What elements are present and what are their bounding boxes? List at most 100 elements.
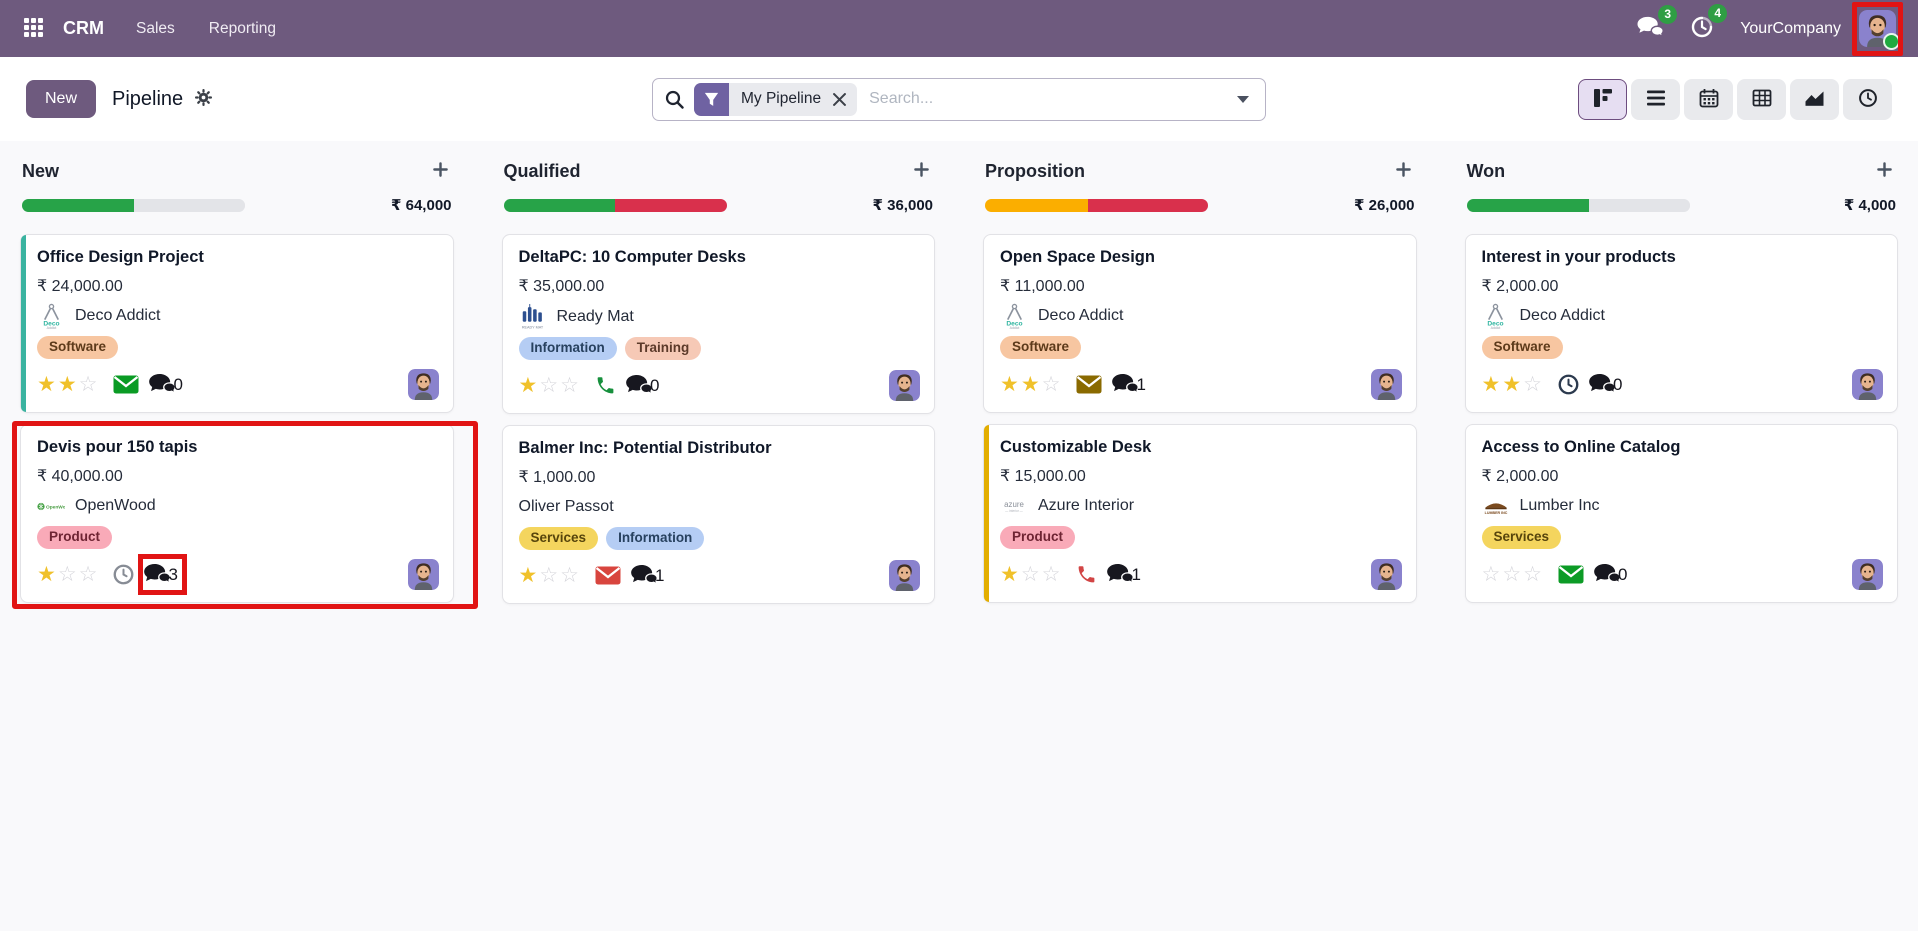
mail-activity-icon[interactable] [1558, 565, 1584, 584]
priority-star-icon[interactable]: ★ [1020, 373, 1040, 396]
menu-reporting[interactable]: Reporting [208, 19, 276, 37]
priority-star-icon[interactable]: ☆ [1041, 373, 1061, 396]
priority-star-icon[interactable]: ☆ [78, 373, 98, 396]
search-options-toggle[interactable] [1227, 88, 1259, 111]
salesperson-avatar[interactable] [407, 559, 439, 590]
column-title: Qualified [503, 160, 581, 181]
mail-activity-icon[interactable] [1076, 375, 1102, 394]
column-progressbar[interactable] [22, 198, 246, 212]
priority-star-icon[interactable]: ☆ [1481, 563, 1501, 586]
column-progressbar[interactable] [1466, 198, 1690, 212]
priority-stars[interactable]: ★ ☆ ☆ [1000, 564, 1060, 585]
kanban-card[interactable]: Open Space Design ₹ 11,000.00 Deco Addict… [983, 234, 1417, 413]
chat-bubble-icon [1594, 564, 1621, 585]
app-name[interactable]: CRM [63, 18, 104, 38]
priority-star-icon[interactable]: ☆ [539, 564, 559, 587]
new-button[interactable]: New [26, 80, 97, 118]
priority-star-icon[interactable]: ★ [1000, 563, 1019, 586]
priority-star-icon[interactable]: ★ [37, 373, 56, 396]
view-graph-button[interactable] [1790, 78, 1839, 120]
add-record-button[interactable] [1392, 158, 1415, 184]
ready-mat-logo: READY MAT [519, 303, 547, 330]
add-record-button[interactable] [1873, 158, 1896, 184]
add-record-button[interactable] [429, 158, 452, 184]
menu-sales[interactable]: Sales [136, 19, 175, 37]
salesperson-avatar[interactable] [889, 560, 920, 591]
add-record-button[interactable] [910, 158, 933, 184]
view-settings-button[interactable] [193, 87, 214, 111]
view-kanban-button[interactable] [1578, 78, 1627, 120]
salesperson-avatar[interactable] [1852, 369, 1883, 400]
progress-segment[interactable] [1087, 198, 1209, 212]
priority-stars[interactable]: ★ ☆ ☆ [519, 375, 579, 396]
priority-star-icon[interactable]: ☆ [1020, 563, 1040, 586]
kanban-card[interactable]: Devis pour 150 tapis ₹ 40,000.00 OpenWo o… [12, 421, 478, 609]
priority-star-icon[interactable]: ☆ [57, 563, 77, 586]
priority-stars[interactable]: ★ ☆ ☆ [519, 565, 579, 586]
phone-activity-icon[interactable] [1076, 564, 1097, 585]
priority-star-icon[interactable]: ★ [1481, 373, 1501, 396]
priority-stars[interactable]: ★ ☆ ☆ [37, 564, 97, 585]
priority-star-icon[interactable]: ★ [57, 373, 77, 396]
salesperson-avatar[interactable] [407, 369, 439, 400]
priority-stars[interactable]: ★ ★ ☆ [1482, 374, 1542, 395]
view-pivot-button[interactable] [1737, 78, 1786, 120]
progress-segment[interactable] [615, 198, 727, 212]
clock-activity-icon[interactable] [1558, 374, 1579, 395]
filter-facet-my-pipeline[interactable]: My Pipeline [694, 82, 858, 116]
priority-star-icon[interactable]: ☆ [78, 563, 98, 586]
priority-star-icon[interactable]: ☆ [1502, 563, 1522, 586]
search-input[interactable] [857, 90, 1227, 108]
progress-segment[interactable] [1589, 198, 1690, 212]
salesperson-avatar[interactable] [889, 370, 920, 401]
priority-star-icon[interactable]: ★ [1000, 373, 1019, 396]
progress-segment[interactable] [133, 198, 246, 212]
priority-star-icon[interactable]: ☆ [1041, 563, 1061, 586]
kanban-card[interactable]: Office Design Project ₹ 24,000.00 Deco Ad… [20, 234, 454, 413]
mail-activity-icon[interactable] [113, 375, 139, 394]
progress-segment[interactable] [1466, 198, 1590, 212]
messages-menu-button[interactable]: 3 [1633, 4, 1678, 46]
kanban-card[interactable]: Balmer Inc: Potential Distributor ₹ 1,00… [501, 425, 935, 604]
priority-star-icon[interactable]: ☆ [1523, 563, 1542, 586]
activities-menu-button[interactable]: 4 [1686, 4, 1728, 46]
progress-segment[interactable] [985, 198, 1088, 212]
salesperson-avatar[interactable] [1370, 369, 1402, 400]
priority-stars[interactable]: ★ ★ ☆ [1000, 374, 1060, 395]
kanban-card[interactable]: Customizable Desk ₹ 15,000.00 azure — int… [983, 424, 1417, 603]
phone-activity-icon[interactable] [595, 375, 616, 396]
plus-icon [432, 162, 448, 180]
priority-star-icon[interactable]: ★ [518, 374, 538, 397]
priority-star-icon[interactable]: ☆ [560, 564, 579, 587]
remove-facet-button[interactable] [831, 83, 857, 116]
priority-stars[interactable]: ☆ ☆ ☆ [1482, 564, 1542, 585]
salesperson-avatar[interactable] [1370, 559, 1402, 590]
progress-segment[interactable] [503, 198, 616, 212]
kanban-card[interactable]: Interest in your products ₹ 2,000.00 Dec… [1464, 234, 1898, 413]
view-list-button[interactable] [1631, 78, 1680, 120]
priority-star-icon[interactable]: ☆ [1523, 373, 1542, 396]
view-calendar-button[interactable] [1684, 78, 1733, 120]
clock-activity-icon[interactable] [113, 564, 134, 585]
message-counter: 0 [149, 374, 183, 395]
priority-star-icon[interactable]: ★ [518, 564, 538, 587]
kanban-card[interactable]: DeltaPC: 10 Computer Desks ₹ 35,000.00 R… [501, 234, 935, 414]
progress-segment[interactable] [22, 198, 134, 212]
card-title: Open Space Design [1000, 248, 1155, 266]
priority-stars[interactable]: ★ ★ ☆ [37, 374, 97, 395]
priority-star-icon[interactable]: ☆ [539, 374, 559, 397]
company-name[interactable]: YourCompany [1740, 19, 1841, 37]
chat-bubble-icon [1112, 374, 1140, 395]
priority-star-icon[interactable]: ★ [1502, 373, 1522, 396]
apps-menu-button[interactable] [18, 12, 49, 46]
kanban-card[interactable]: Access to Online Catalog ₹ 2,000.00 LUMB… [1464, 424, 1898, 603]
column-progressbar[interactable] [503, 198, 727, 212]
salesperson-avatar[interactable] [1852, 559, 1883, 590]
column-progressbar[interactable] [985, 198, 1209, 212]
user-menu-avatar[interactable] [1852, 2, 1903, 56]
svg-text:Addict: Addict [46, 326, 56, 329]
priority-star-icon[interactable]: ★ [37, 563, 56, 586]
mail-activity-icon[interactable] [595, 566, 621, 585]
priority-star-icon[interactable]: ☆ [560, 374, 579, 397]
view-activity-button[interactable] [1843, 78, 1892, 120]
